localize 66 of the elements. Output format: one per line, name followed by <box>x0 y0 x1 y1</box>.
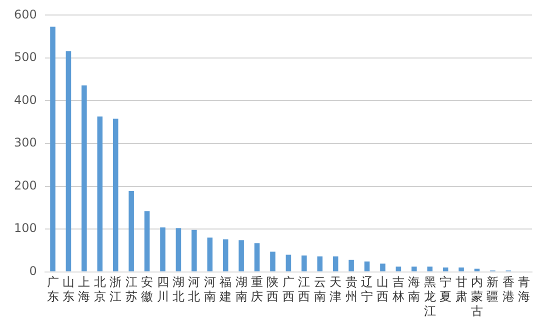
x-tick-label: 湖北 <box>172 275 184 304</box>
x-tick-label: 宁夏 <box>440 275 452 304</box>
bar <box>302 256 307 272</box>
y-tick-label: 300 <box>14 136 37 150</box>
x-tick-label: 广西 <box>282 275 294 304</box>
bar <box>50 26 56 272</box>
y-tick-label: 0 <box>29 264 37 278</box>
x-tick-label: 福建 <box>218 275 232 304</box>
x-tick-label: 北京 <box>94 275 106 304</box>
x-tick-label: 云南 <box>314 275 326 304</box>
bar <box>332 256 338 272</box>
x-tick-label: 青海 <box>518 275 530 304</box>
bar <box>144 211 150 272</box>
x-tick-label: 四川 <box>156 275 169 304</box>
bar <box>458 268 464 272</box>
x-tick-label: 山东 <box>62 275 74 304</box>
y-tick-label: 600 <box>14 7 37 22</box>
bar <box>222 239 228 272</box>
bar <box>364 262 370 272</box>
bar <box>254 243 260 272</box>
x-tick-label: 浙江 <box>110 275 122 304</box>
x-tick-label: 湖南 <box>235 275 248 304</box>
bar <box>176 228 182 272</box>
bar <box>238 240 244 272</box>
x-tick-label: 天津 <box>330 275 342 304</box>
x-tick-label: 贵州 <box>345 275 358 304</box>
bar <box>192 230 197 272</box>
bar <box>348 260 354 272</box>
bar <box>317 256 323 272</box>
bar <box>474 268 480 272</box>
x-tick-label: 重庆 <box>251 275 264 304</box>
y-tick-label: 200 <box>14 178 37 192</box>
x-tick-label: 江苏 <box>125 275 138 304</box>
x-tick-label: 安徽 <box>141 275 154 304</box>
bar <box>380 264 386 272</box>
x-tick-label: 甘肃 <box>455 275 468 304</box>
bar <box>82 85 87 272</box>
bar <box>207 238 213 272</box>
bar <box>286 254 292 272</box>
x-tick-label: 陕西 <box>266 275 279 304</box>
bar <box>442 268 448 272</box>
bar <box>412 266 417 272</box>
x-tick-label: 上海 <box>78 275 90 304</box>
y-tick-label: 100 <box>14 221 37 236</box>
x-tick-label: 黑龙江 <box>424 275 436 318</box>
x-tick-label: 香港 <box>502 275 514 304</box>
bar <box>427 266 433 272</box>
x-tick-label: 江西 <box>298 275 310 304</box>
x-tick-label: 河北 <box>188 275 200 304</box>
y-tick-label: 400 <box>14 92 37 107</box>
x-tick-label: 吉林 <box>391 275 404 304</box>
bar <box>128 190 134 272</box>
x-tick-label: 内蒙古 <box>471 275 484 318</box>
x-tick-label: 河南 <box>204 275 216 304</box>
x-tick-label: 海南 <box>408 275 420 304</box>
bar <box>112 118 118 272</box>
bar <box>160 227 166 272</box>
x-tick-label: 新疆 <box>486 275 499 304</box>
x-tick-label: 辽宁 <box>361 275 374 304</box>
bar <box>97 116 103 272</box>
bar <box>396 266 402 272</box>
x-tick-label: 广东 <box>46 275 59 304</box>
bar <box>66 51 72 272</box>
x-tick-label: 山西 <box>376 275 389 304</box>
bar <box>270 252 276 272</box>
y-tick-label: 500 <box>14 50 37 64</box>
